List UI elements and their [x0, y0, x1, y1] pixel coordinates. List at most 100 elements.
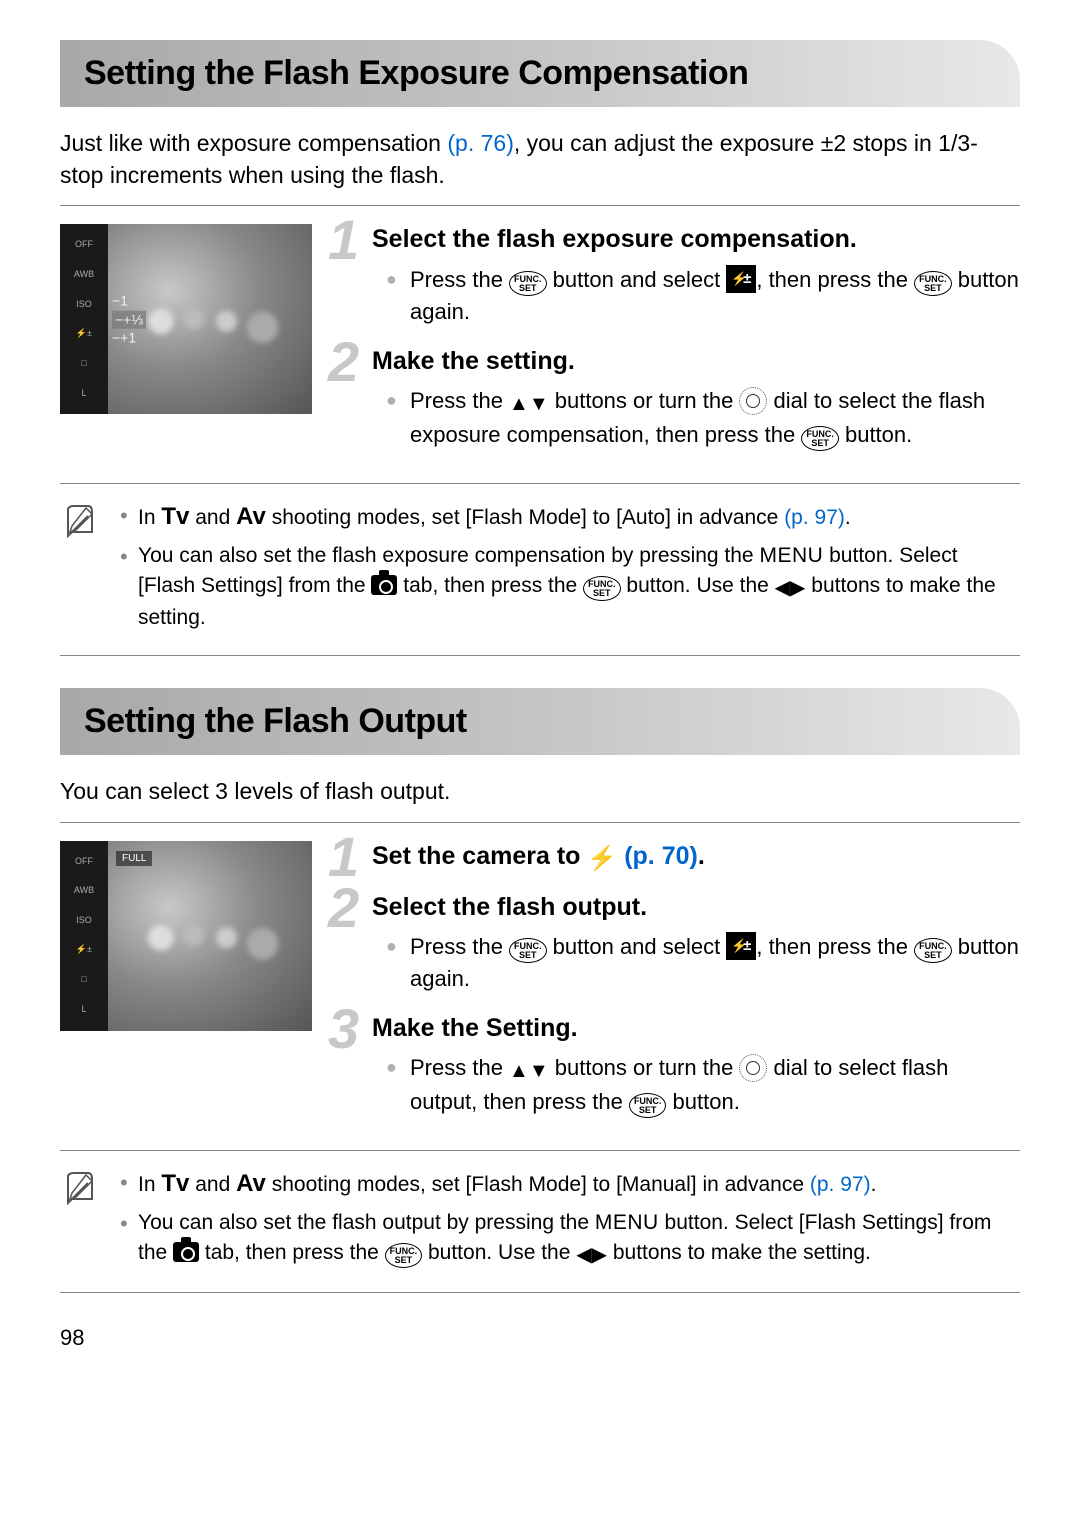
- note-text: .: [845, 506, 851, 529]
- note-list: In Tv and Av shooting modes, set [Flash …: [120, 500, 1018, 640]
- note-text: You can also set the flash exposure comp…: [138, 544, 759, 567]
- step-1: 1 Set the camera to ⚡ (p. 70).: [334, 841, 1020, 874]
- camera-tab-icon: [371, 575, 397, 595]
- step-1: 1 Select the flash exposure compensation…: [334, 224, 1020, 327]
- step-number: 2: [328, 334, 359, 390]
- body-text: Press the: [410, 388, 509, 413]
- left-right-icon: ◀▶: [576, 1241, 607, 1270]
- step-title: Select the flash exposure compensation.: [372, 224, 1020, 255]
- body-text: , then press the: [756, 934, 914, 959]
- body-text: button.: [839, 422, 912, 447]
- left-right-icon: ◀▶: [775, 574, 806, 603]
- scale-value: −+1: [112, 328, 146, 346]
- step-title: Set the camera to ⚡ (p. 70).: [372, 841, 1020, 874]
- func-set-icon: FUNC.SET: [914, 938, 952, 963]
- up-down-icon: ▲▼: [509, 1057, 549, 1086]
- page-ref-70[interactable]: (p. 70): [624, 842, 698, 870]
- body-text: button and select: [547, 934, 727, 959]
- sidebar-item: L: [81, 389, 86, 399]
- note-text: shooting modes, set [Flash Mode] to [Aut…: [266, 506, 784, 529]
- sidebar-item: □: [81, 975, 86, 985]
- flash-comp-icon: [726, 932, 756, 960]
- camera-tab-icon: [173, 1242, 199, 1262]
- body-text: Press the: [410, 934, 509, 959]
- pencil-note-icon: [62, 1167, 102, 1276]
- sidebar-item: AWB: [74, 270, 94, 280]
- flash-icon: ⚡: [587, 844, 617, 874]
- body-text: button.: [666, 1089, 739, 1114]
- body-text: Press the: [410, 267, 509, 292]
- example-thumbnail-1: OFF AWB ISO ⚡± □ L −1 −+⅓ −+1: [60, 224, 312, 414]
- divider: [60, 205, 1020, 206]
- step-title: Make the setting.: [372, 346, 1020, 377]
- flash-comp-icon: [726, 265, 756, 293]
- func-set-icon: FUNC.SET: [385, 1243, 423, 1268]
- dial-icon: [739, 1054, 767, 1082]
- note-text: and: [189, 1173, 236, 1196]
- note-text: tab, then press the: [199, 1241, 385, 1264]
- step-title: Make the Setting.: [372, 1013, 1020, 1044]
- body-text: buttons or turn the: [549, 388, 740, 413]
- section-header-flash-output: Setting the Flash Output: [60, 688, 1020, 755]
- note-text: You can also set the flash output by pre…: [138, 1211, 595, 1234]
- step-body: Press the ▲▼ buttons or turn the dial to…: [372, 1052, 1020, 1118]
- note-text: and: [189, 506, 236, 529]
- sidebar-item: ⚡±: [76, 329, 92, 339]
- note-text: button. Use the: [422, 1241, 576, 1264]
- note-list: In Tv and Av shooting modes, set [Flash …: [120, 1167, 1018, 1276]
- func-set-icon: FUNC.SET: [509, 938, 547, 963]
- step-title: Select the flash output.: [372, 892, 1020, 923]
- note-text: tab, then press the: [397, 574, 583, 597]
- thumb-sidebar: OFF AWB ISO ⚡± □ L: [60, 841, 108, 1031]
- sidebar-item: ⚡±: [76, 945, 92, 955]
- dial-icon: [739, 387, 767, 415]
- step-number: 1: [328, 212, 359, 268]
- step-body: Press the FUNC.SET button and select , t…: [372, 931, 1020, 995]
- tv-mode-icon: Tv: [161, 1170, 189, 1197]
- page-ref-76[interactable]: (p. 76): [447, 130, 513, 156]
- sidebar-item: OFF: [75, 857, 93, 867]
- thumb-label: FULL: [116, 851, 152, 866]
- note-text: shooting modes, set [Flash Mode] to [Man…: [266, 1173, 810, 1196]
- sidebar-item: ISO: [76, 300, 92, 310]
- step-number: 3: [328, 1001, 359, 1057]
- page-ref-97[interactable]: (p. 97): [810, 1173, 871, 1196]
- page-number: 98: [60, 1325, 1020, 1351]
- note-item: You can also set the flash exposure comp…: [120, 541, 1018, 634]
- section2-intro: You can select 3 levels of flash output.: [60, 775, 1020, 807]
- body-text: Press the: [410, 1055, 509, 1080]
- steps-column: 1 Set the camera to ⚡ (p. 70). 2 Select …: [334, 841, 1020, 1136]
- section1-intro: Just like with exposure compensation (p.…: [60, 127, 1020, 191]
- func-set-icon: FUNC.SET: [509, 271, 547, 296]
- tv-mode-icon: Tv: [161, 503, 189, 530]
- pencil-note-icon: [62, 500, 102, 640]
- step-number: 2: [328, 880, 359, 936]
- body-text: button and select: [547, 267, 727, 292]
- func-set-icon: FUNC.SET: [629, 1093, 667, 1118]
- scale-value: −1: [112, 292, 146, 310]
- note-box-1: In Tv and Av shooting modes, set [Flash …: [60, 483, 1020, 657]
- func-set-icon: FUNC.SET: [583, 576, 621, 601]
- step-3: 3 Make the Setting. Press the ▲▼ buttons…: [334, 1013, 1020, 1118]
- thumb-scale: −1 −+⅓ −+1: [112, 292, 146, 347]
- scale-value: −+⅓: [112, 310, 146, 328]
- note-text: In: [138, 506, 161, 529]
- note-item: In Tv and Av shooting modes, set [Flash …: [120, 1167, 1018, 1202]
- step-body: Press the FUNC.SET button and select , t…: [372, 264, 1020, 328]
- example-thumbnail-2: OFF AWB ISO ⚡± □ L FULL: [60, 841, 312, 1031]
- sidebar-item: OFF: [75, 240, 93, 250]
- section1-steps: OFF AWB ISO ⚡± □ L −1 −+⅓ −+1 1 Select t…: [60, 224, 1020, 468]
- section-header-flash-exposure: Setting the Flash Exposure Compensation: [60, 40, 1020, 107]
- note-text: .: [871, 1173, 877, 1196]
- step-body: Press the ▲▼ buttons or turn the dial to…: [372, 385, 1020, 451]
- title-text: Set the camera to: [372, 842, 587, 870]
- func-set-icon: FUNC.SET: [914, 271, 952, 296]
- func-set-icon: FUNC.SET: [801, 426, 839, 451]
- note-item: In Tv and Av shooting modes, set [Flash …: [120, 500, 1018, 535]
- up-down-icon: ▲▼: [509, 390, 549, 419]
- step-2: 2 Select the flash output. Press the FUN…: [334, 892, 1020, 995]
- section-title: Setting the Flash Exposure Compensation: [84, 54, 996, 93]
- page-ref-97[interactable]: (p. 97): [784, 506, 845, 529]
- thumb-sidebar: OFF AWB ISO ⚡± □ L: [60, 224, 108, 414]
- sidebar-item: AWB: [74, 886, 94, 896]
